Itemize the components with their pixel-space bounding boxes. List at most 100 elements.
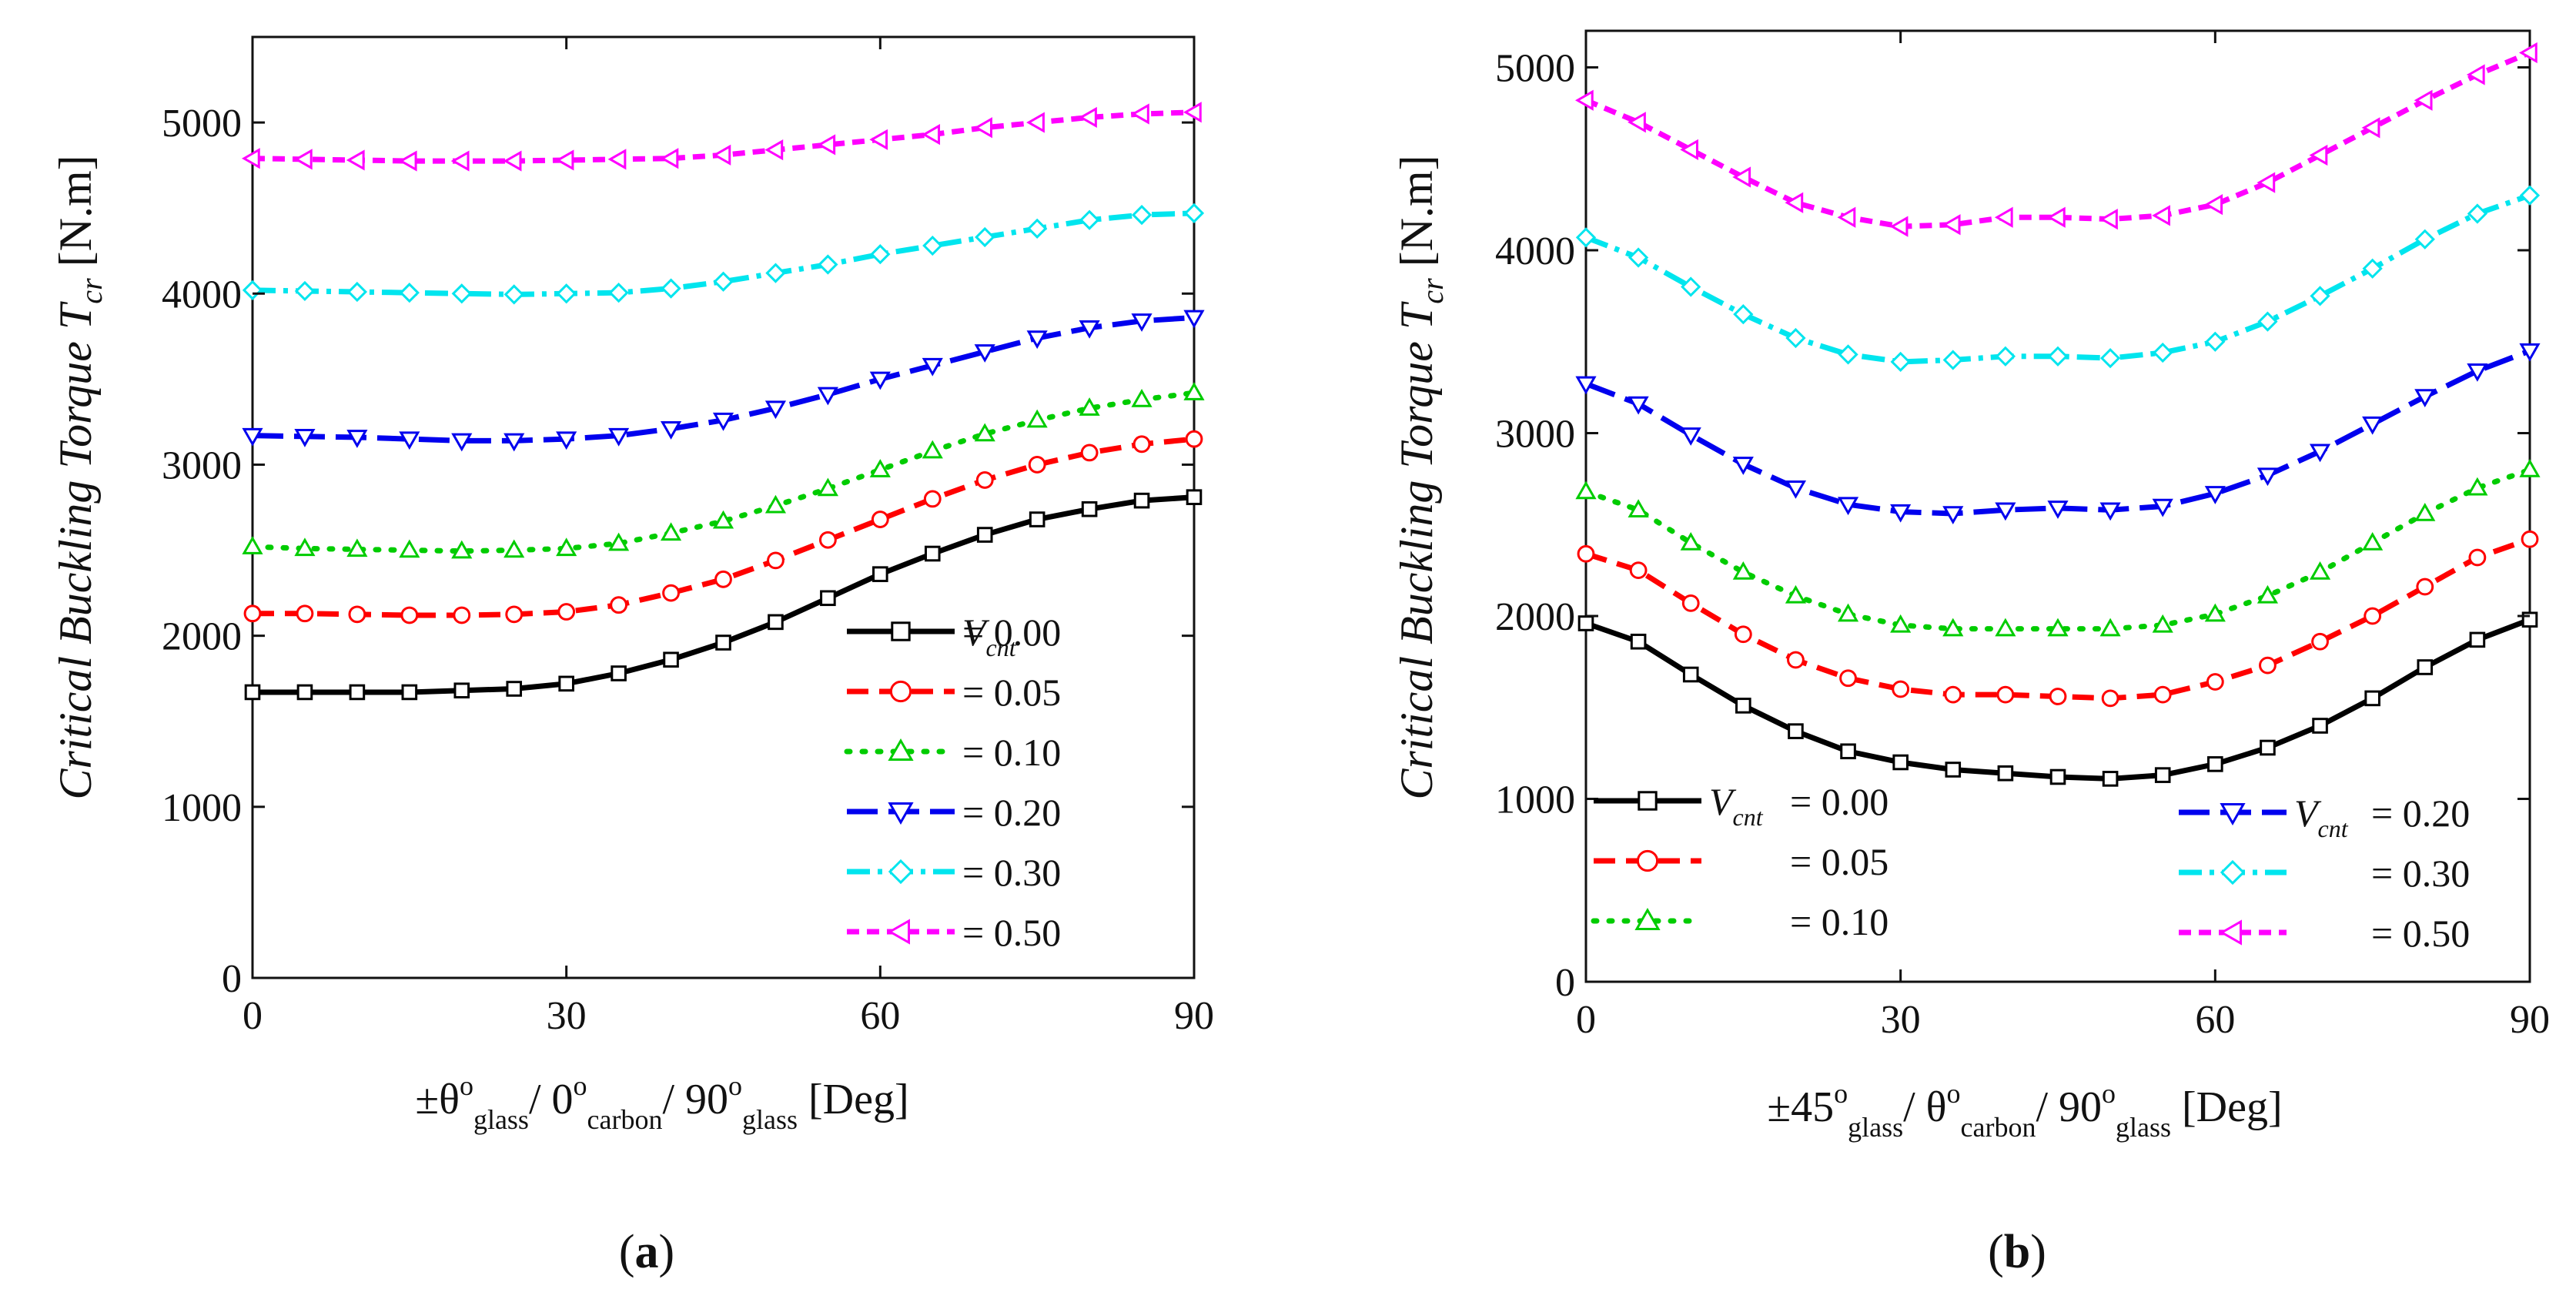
data-point	[2152, 498, 2173, 517]
legend-entry: = 0.10	[844, 731, 1061, 774]
data-point	[2099, 502, 2121, 521]
data-point	[2204, 603, 2226, 622]
data-point	[2414, 389, 2436, 408]
legend-label: = 0.20	[2371, 792, 2470, 835]
data-point	[1575, 376, 1597, 395]
data-point	[1628, 247, 1649, 268]
x-tick-label: 90	[1174, 994, 1214, 1038]
data-point	[2362, 531, 2384, 551]
data-point	[1890, 351, 1911, 372]
data-point	[2260, 739, 2276, 756]
data-point	[2362, 258, 2383, 279]
data-point	[1732, 166, 1751, 188]
legend-label: = 0.30	[2371, 852, 2470, 895]
data-point	[556, 431, 577, 450]
chart-b-caption: (b)	[1988, 1226, 2046, 1278]
data-point	[453, 606, 471, 624]
legend-label: = 0.00	[1790, 780, 1889, 823]
legend-var: Vcnt	[2294, 792, 2349, 842]
data-point	[607, 149, 627, 170]
legend-marker	[889, 680, 912, 703]
series-line	[1584, 348, 2531, 517]
data-point	[2414, 502, 2436, 521]
data-point	[2259, 656, 2277, 675]
data-point	[817, 477, 838, 497]
data-point	[503, 433, 525, 452]
data-point	[1131, 204, 1153, 226]
legend-label: = 0.30	[962, 851, 1061, 894]
y-tick-label: 0	[1555, 961, 1575, 1005]
data-point	[1183, 310, 1205, 329]
data-point	[712, 412, 734, 431]
legend-entry: Vcnt= 0.00	[847, 611, 1061, 661]
data-point	[974, 423, 995, 442]
data-point	[1995, 502, 2016, 521]
data-point	[1997, 765, 2014, 782]
data-point	[922, 357, 943, 377]
data-point	[764, 139, 784, 161]
legend-label: = 0.50	[962, 911, 1061, 954]
series-triangle-down	[242, 310, 1205, 452]
data-point	[817, 387, 838, 406]
data-point	[712, 510, 734, 529]
data-point	[1787, 651, 1805, 669]
data-point	[663, 651, 679, 668]
legend-label: = 0.10	[962, 731, 1061, 774]
data-point	[608, 532, 630, 551]
data-point	[2362, 416, 2384, 435]
data-point	[1628, 499, 1649, 517]
chart-a-y-axis-label: Critical Buckling Torque Tcr [N.m]	[50, 155, 109, 799]
series-diamond	[242, 203, 1205, 305]
data-point	[1995, 618, 2016, 637]
data-point	[2204, 486, 2226, 504]
data-point	[398, 150, 417, 172]
y-tick-label: 1000	[162, 786, 242, 830]
data-point	[450, 150, 470, 172]
x-tick-label: 60	[2195, 998, 2235, 1042]
data-point	[922, 235, 943, 256]
legend-entry: Vcnt = 0.20	[2179, 792, 2470, 842]
data-point	[2099, 348, 2121, 369]
data-point	[2153, 342, 2173, 363]
data-point	[1892, 680, 1910, 698]
series-circle	[243, 430, 1203, 624]
data-point	[660, 421, 682, 440]
data-point	[764, 494, 787, 514]
data-point	[1682, 666, 1699, 683]
data-point	[1026, 330, 1048, 350]
y-tick-label: 3000	[1495, 413, 1575, 457]
series-triangle-left	[241, 102, 1202, 172]
x-tick-label: 90	[2510, 998, 2550, 1042]
data-point	[2309, 144, 2328, 166]
data-point	[451, 540, 473, 559]
data-point	[872, 566, 888, 582]
data-point	[555, 149, 574, 171]
data-point	[1785, 192, 1804, 213]
data-point	[2047, 501, 2069, 519]
data-point	[1839, 669, 1857, 688]
data-point	[712, 144, 731, 166]
data-point	[767, 551, 785, 570]
data-point	[294, 537, 316, 557]
x-tick-label: 0	[243, 994, 263, 1038]
plot-frame	[1584, 29, 2531, 983]
data-point	[975, 226, 995, 248]
data-point	[2152, 205, 2170, 226]
data-point	[506, 681, 523, 697]
data-point	[2469, 631, 2486, 648]
data-point	[346, 538, 368, 557]
data-point	[1732, 457, 1754, 475]
data-point	[608, 283, 629, 303]
legend-entry: = 0.10	[1591, 900, 1889, 943]
data-point	[610, 596, 628, 614]
data-point	[1681, 594, 1700, 612]
data-point	[556, 537, 577, 557]
data-point	[399, 431, 420, 450]
legend-marker	[1636, 849, 1659, 872]
data-point	[2257, 584, 2279, 604]
series-triangle-down	[1575, 343, 2541, 525]
legend-var: Vcnt	[1709, 780, 1764, 831]
legend-label: = 0.20	[962, 791, 1061, 834]
chart-a-caption: (a)	[619, 1226, 674, 1278]
y-tick-label: 5000	[162, 102, 242, 146]
